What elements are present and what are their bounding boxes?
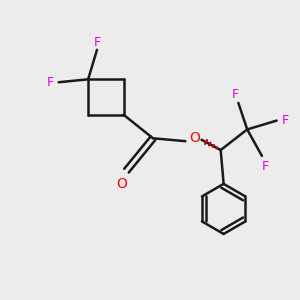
Text: F: F <box>46 76 53 89</box>
Text: F: F <box>93 36 100 49</box>
Text: F: F <box>232 88 239 100</box>
Text: O: O <box>189 131 200 145</box>
Text: F: F <box>261 160 268 173</box>
Text: F: F <box>282 114 289 127</box>
Text: O: O <box>117 177 128 191</box>
